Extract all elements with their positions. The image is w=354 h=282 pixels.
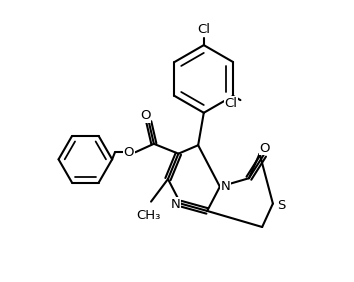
Text: O: O bbox=[123, 146, 134, 159]
Text: S: S bbox=[278, 199, 286, 212]
Text: CH₃: CH₃ bbox=[136, 209, 160, 222]
Text: Cl: Cl bbox=[224, 97, 238, 110]
Text: O: O bbox=[260, 142, 270, 155]
Text: N: N bbox=[221, 180, 230, 193]
Text: N: N bbox=[170, 198, 180, 211]
Text: Cl: Cl bbox=[197, 23, 210, 36]
Text: O: O bbox=[140, 109, 151, 122]
